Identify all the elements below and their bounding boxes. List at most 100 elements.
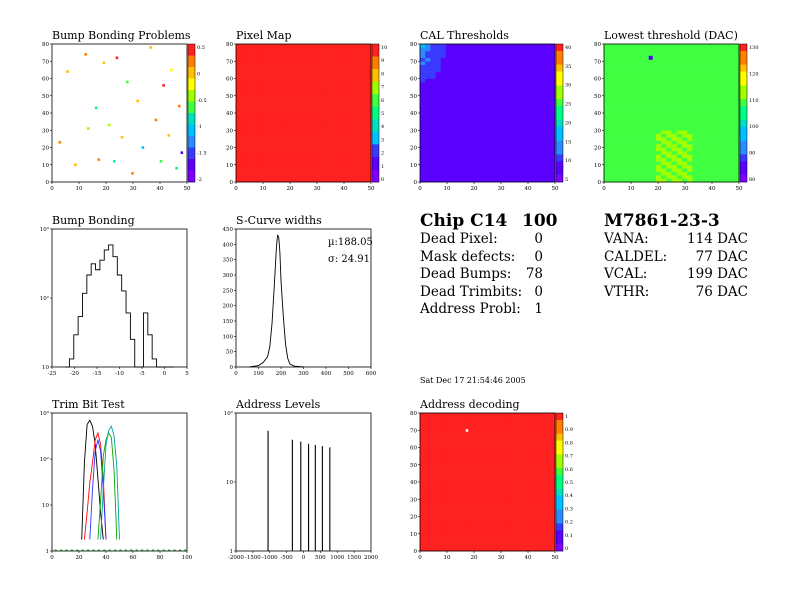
heatmap-cell (445, 509, 452, 514)
dac-row: VTHR: 76 DAC (604, 284, 784, 302)
heatmap-cell (619, 119, 626, 124)
heatmap-cell (544, 530, 551, 535)
heatmap-cell (635, 92, 641, 97)
heatmap-cell (666, 123, 672, 128)
heatmap-cell (334, 140, 341, 145)
heatmap-cell (246, 171, 252, 176)
heatmap-cell (640, 168, 646, 172)
heatmap-cell (523, 119, 530, 124)
heatmap-cell (350, 157, 356, 162)
heatmap-cell (339, 130, 346, 134)
heatmap-cell (539, 419, 545, 424)
heatmap-cell (676, 47, 683, 52)
heatmap-cell (661, 61, 667, 65)
heatmap-cell (267, 126, 273, 131)
heatmap-cell (282, 57, 289, 62)
heatmap-cell (624, 133, 631, 138)
heatmap-cell (267, 123, 273, 128)
heatmap-cell (503, 140, 509, 145)
heatmap-cell (609, 150, 615, 155)
heatmap-cell (619, 154, 626, 159)
heatmap-cell (298, 64, 304, 69)
heatmap-cell (272, 133, 278, 138)
heatmap-cell (430, 150, 436, 155)
heatmap-cell (549, 123, 556, 128)
heatmap-cell (456, 526, 462, 531)
heatmap-cell (661, 157, 667, 162)
heatmap-cell (420, 140, 426, 145)
heatmap-cell (420, 133, 426, 138)
heatmap-cell (456, 171, 462, 176)
heatmap-cell (420, 137, 426, 141)
colorbar-label: 2 (381, 151, 384, 157)
heatmap-cell (497, 95, 504, 100)
heatmap-cell (635, 54, 641, 59)
heatmap-cell (451, 164, 457, 169)
heatmap-cell (624, 61, 631, 65)
heatmap-cell (508, 430, 514, 434)
heatmap-cell (609, 154, 615, 159)
heatmap-cell (671, 168, 677, 172)
heatmap-cell (477, 530, 483, 535)
heatmap-cell (329, 47, 335, 52)
heatmap-cell (619, 78, 626, 83)
heatmap-cell (534, 140, 540, 145)
heatmap-cell (425, 126, 431, 131)
heatmap-cell (492, 64, 499, 69)
heatmap-cell (635, 68, 641, 72)
heatmap-cell (482, 523, 488, 528)
heatmap-cell (614, 109, 620, 114)
heatmap-cell (624, 140, 631, 145)
heatmap-cell (445, 178, 452, 183)
y-tick-label: 200 (223, 304, 234, 310)
heatmap-cell (440, 99, 447, 103)
heatmap-cell (508, 544, 514, 548)
heatmap-cell (298, 44, 304, 48)
heatmap-cell (549, 444, 556, 448)
heatmap-cell (246, 150, 252, 155)
y-tick-label: 100 (223, 334, 234, 340)
heatmap-cell (487, 126, 493, 131)
heatmap-cell (523, 506, 530, 510)
heatmap-cell (508, 161, 514, 166)
heatmap-cell (487, 509, 493, 514)
heatmap-cell (635, 144, 641, 148)
heatmap-cell (329, 44, 335, 48)
heatmap-cell (345, 99, 351, 103)
heatmap-cell (324, 126, 330, 131)
heatmap-cell (360, 140, 367, 145)
heatmap-cell (482, 164, 488, 169)
heatmap-cell (461, 102, 468, 107)
heatmap-cell (692, 123, 698, 128)
heatmap-cell (241, 81, 247, 86)
heatmap-cell (666, 92, 672, 97)
heatmap-cell (549, 119, 556, 124)
colorbar-label: 20 (565, 120, 571, 126)
heatmap-cell (534, 513, 540, 517)
heatmap-cell (508, 44, 514, 48)
heatmap-cell (477, 154, 483, 159)
heatmap-cell (497, 157, 504, 162)
heatmap-cell (723, 88, 729, 93)
heatmap-cell (420, 523, 426, 528)
heatmap-cell (687, 133, 693, 138)
heatmap-cell (513, 495, 519, 500)
heatmap-cell (513, 433, 519, 438)
heatmap-cell (629, 178, 636, 183)
heatmap-cell (267, 92, 273, 97)
heatmap-cell (482, 533, 488, 538)
heatmap-cell (697, 123, 703, 128)
heatmap-cell (445, 113, 452, 117)
heatmap-cell (482, 150, 488, 155)
heatmap-cell (671, 106, 677, 110)
heatmap-cell (466, 478, 473, 483)
heatmap-cell (687, 178, 693, 183)
heatmap-cell (655, 78, 662, 83)
heatmap-cell (523, 68, 530, 72)
heatmap-cell (604, 50, 610, 55)
heatmap-cell (293, 154, 299, 159)
heatmap-cell (604, 144, 610, 148)
heatmap-cell (339, 113, 346, 117)
heatmap-cell (339, 50, 346, 55)
heatmap-cell (534, 99, 540, 103)
